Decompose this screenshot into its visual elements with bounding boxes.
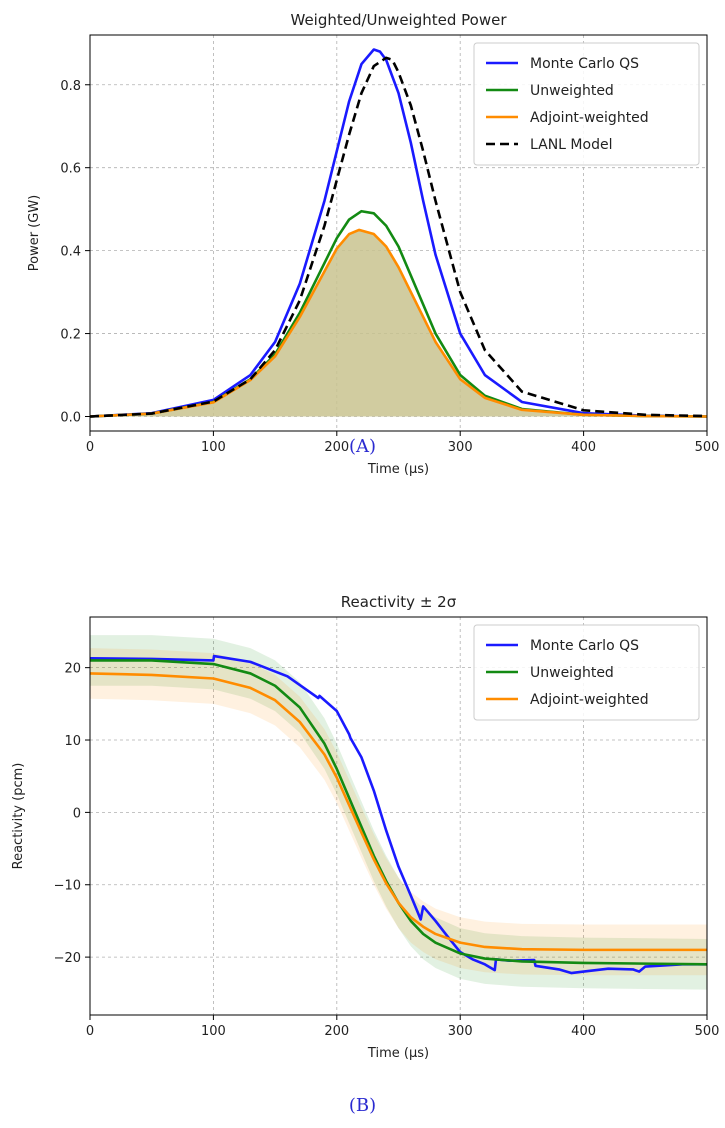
series-line-lanl-model: [89, 56, 708, 418]
x-tick-label: 400: [571, 440, 596, 455]
caption-b: (B): [348, 1095, 377, 1116]
caption-a: (A): [348, 436, 377, 457]
y-tick-label: −20: [54, 951, 81, 966]
legend-label: Adjoint-weighted: [530, 692, 649, 708]
x-axis-label: Time (μs): [367, 462, 429, 477]
x-tick-label: 400: [571, 1024, 596, 1039]
chart-title: Reactivity ± 2σ: [341, 593, 457, 611]
power-figure: Weighted/Unweighted Power 0 100 200 300 400 50…: [27, 11, 720, 477]
legend-label: LANL Model: [530, 137, 612, 153]
legend-label: Adjoint-weighted: [530, 110, 649, 126]
y-tick-label: 0.6: [60, 162, 81, 177]
legend-label: Monte Carlo QS: [530, 638, 639, 654]
plot-frame: [89, 616, 708, 1016]
chart-title: Weighted/Unweighted Power: [291, 11, 508, 29]
reactivity-figure: Reactivity ± 2σ 0 100 200 300 400 500 −20 −10 0 10…: [0, 564, 725, 1128]
legend-label: Unweighted: [530, 665, 614, 681]
series-line-adjoint-weighted: [89, 672, 707, 952]
y-tick-label: 0.0: [60, 410, 81, 425]
x-tick-label: 300: [448, 440, 473, 455]
legend-box: [473, 42, 700, 166]
y-tick-label: 0: [73, 806, 81, 821]
y-tick-label: −10: [54, 879, 81, 894]
x-axis-label: Time (μs): [367, 1046, 429, 1061]
y-tick-label: 0.4: [60, 245, 81, 260]
y-tick-label: 0.8: [60, 79, 81, 94]
x-tick-label: 300: [448, 1024, 473, 1039]
legend-label: Unweighted: [530, 83, 614, 99]
x-tick-label: 0: [86, 1024, 94, 1039]
y-tick-label: 20: [64, 662, 81, 677]
series-line-adjoint-weighted: [89, 228, 708, 418]
legend-label: Monte Carlo QS: [530, 56, 639, 72]
band-adjoint-weighted: [90, 648, 707, 976]
adjoint-fill-area: [90, 229, 707, 417]
series-line-monte-carlo-qs: [89, 654, 707, 975]
y-tick-label: 10: [64, 734, 81, 749]
band-unweighted: [90, 635, 707, 990]
reactivity-chart: Reactivity ± 2σ 0 100 200 300 400 500 −20 −10 0 10…: [11, 593, 720, 1061]
x-tick-label: 500: [695, 1024, 720, 1039]
x-tick-label: 100: [201, 440, 226, 455]
legend-box: [473, 624, 700, 721]
y-axis-label: Reactivity (pcm): [11, 763, 26, 870]
plot-frame: [89, 34, 708, 432]
y-axis-label: Power (GW): [27, 195, 42, 272]
series-line-monte-carlo-qs: [89, 48, 708, 418]
series-line-unweighted: [90, 659, 708, 966]
x-tick-label: 200: [324, 1024, 349, 1039]
x-tick-label: 100: [201, 1024, 226, 1039]
x-tick-label: 0: [86, 440, 94, 455]
x-tick-label: 500: [695, 440, 720, 455]
y-tick-label: 0.2: [60, 328, 81, 343]
x-tick-label: 200: [324, 440, 349, 455]
power-chart: Weighted/Unweighted Power 0 100 200 300 400 50…: [27, 11, 720, 477]
